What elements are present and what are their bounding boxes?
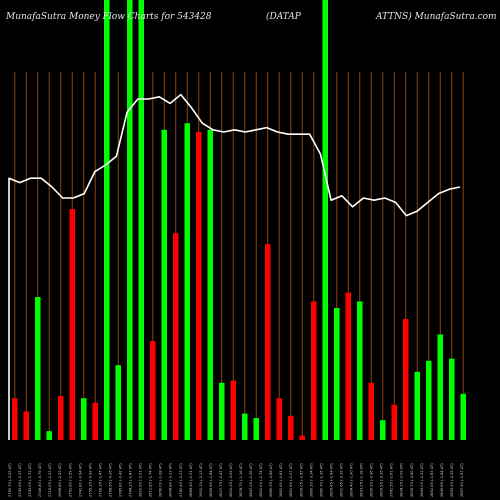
x-tick-label: 2796.35 (-1.47 AT) (98, 463, 102, 497)
outflow-bar (368, 382, 374, 440)
inflow-bar (184, 123, 190, 440)
outflow-bar (196, 132, 202, 440)
x-tick-label: 2808.80 (-0.23 AT) (169, 463, 173, 497)
inflow-bar (357, 301, 363, 440)
x-tick-label: 2860.70 (-1.35 AT) (319, 463, 323, 497)
inflow-bar (460, 393, 466, 440)
inflow-bar (46, 431, 52, 440)
outflow-bar (230, 380, 236, 440)
inflow-bar (161, 129, 167, 441)
x-tick-label: 2835.70 (-3.80 AT) (410, 463, 414, 497)
inflow-bar (380, 420, 386, 440)
x-tick-label: 2696.80 (-2.29 AT) (58, 463, 62, 497)
x-tick-label: 2853.50 (-2.35 AT) (450, 463, 454, 497)
inflow-bar (219, 382, 225, 440)
x-tick-label: 2801.25 (-3.09 AT) (229, 463, 233, 497)
x-tick-label: 2829.45 (-1.64 AT) (329, 463, 333, 497)
x-tick-label: 2876.70 (-1.16 AT) (239, 463, 243, 497)
x-tick-label: 2750.70 (-3.05 AT) (8, 463, 12, 497)
chart-title-middle: (DATAP (266, 12, 301, 22)
x-tick-label: 2901.25 (-2.13 AT) (199, 463, 203, 497)
x-tick-label: 2833.25 (-1.18 AT) (360, 463, 364, 497)
x-tick-label: 2830.90 (-2.96 AT) (370, 463, 374, 497)
x-tick-label: 2812.85 (-1.74 AT) (149, 463, 153, 497)
outflow-bar (288, 415, 294, 440)
outflow-bar (391, 404, 397, 440)
inflow-bar (414, 371, 420, 440)
inflow-bar (253, 418, 259, 440)
x-tick-label: 2860.30 (-3.34 AT) (309, 463, 313, 497)
x-tick-label: 2852.55 (-1.63 AT) (430, 463, 434, 497)
x-tick-label: 2782.40 (-1.23 AT) (179, 463, 183, 497)
x-tick-label: 2743.05 (-1.72 AT) (28, 463, 32, 497)
inflow-bar (322, 0, 328, 440)
x-axis-labels: 2750.70 (-3.05 AT) 2740.65 (-0.37 AT) 2743… (8, 463, 464, 497)
outflow-bar (12, 398, 18, 440)
inflow-bar (242, 413, 248, 440)
x-tick-label: 2829.95 (-2.35 AT) (380, 463, 384, 497)
x-tick-label: 2751.60 (-1.59 AT) (68, 463, 72, 497)
inflow-bar (115, 365, 121, 440)
x-tick-label: 2843.00 (-1.22 AT) (420, 463, 424, 497)
x-tick-label: 2785.80 (-2.42 AT) (119, 463, 123, 497)
x-tick-label: 2860.95 (-2.68 AT) (269, 463, 273, 497)
inflow-bar (207, 129, 213, 441)
x-tick-label: 2849.85 (-1.84 AT) (440, 463, 444, 497)
inflow-bar (104, 0, 110, 440)
inflow-bar (81, 398, 87, 440)
money-flow-bars (12, 0, 466, 441)
chart-title-right: ATTNS) MunafaSutra.com (376, 12, 497, 22)
x-tick-label: 2801.00 (-1.74 AT) (259, 463, 263, 497)
x-tick-label: 2740.65 (-0.37 AT) (18, 463, 22, 497)
x-tick-label: 2835.05 (-2.57 AT) (299, 463, 303, 497)
x-tick-label: 2749.40 (-0.79 AT) (38, 463, 42, 497)
x-tick-label: 2741.80 (-0.94 AT) (78, 463, 82, 497)
vertical-gridlines (14, 72, 464, 440)
x-tick-label: 2804.40 (-1.90 AT) (350, 463, 354, 497)
outflow-bar (311, 301, 317, 440)
x-tick-label: 2781.55 (-2.61 AT) (390, 463, 394, 497)
outflow-bar (173, 233, 179, 440)
x-tick-label: 2831.65 (-2.32 AT) (340, 463, 344, 497)
outflow-bar (403, 319, 409, 440)
inflow-bar (426, 360, 432, 440)
price-line (8, 93, 461, 440)
x-tick-label: 2850.00 (-1.08 AT) (159, 463, 163, 497)
chart-title-left: MunafaSutra Money Flow Charts for 543428 (6, 12, 212, 22)
inflow-bar (449, 358, 455, 440)
outflow-bar (69, 209, 75, 440)
inflow-bar (334, 308, 340, 440)
x-tick-label: 2820.60 (-2.01 AT) (139, 463, 143, 497)
x-tick-label: 2834.15 (-2.09 AT) (400, 463, 404, 497)
x-tick-label: 2855.55 (-1.84 AT) (209, 463, 213, 497)
x-tick-label: 2862.60 (-0.61 AT) (279, 463, 283, 497)
outflow-bar (276, 398, 282, 440)
inflow-bar (138, 0, 144, 440)
inflow-bar (35, 297, 41, 440)
outflow-bar (299, 435, 305, 440)
x-tick-label: 2784.25 (-1.87 AT) (129, 463, 133, 497)
x-tick-label: 2798.55 (-0.26 AT) (108, 463, 112, 497)
outflow-bar (58, 396, 64, 440)
x-tick-label: 2851.60 (-1.07 AT) (289, 463, 293, 497)
x-tick-label: 2715.05 (-1.23 AT) (48, 463, 52, 497)
x-tick-label: 2885.90 (-1.31 AT) (189, 463, 193, 497)
inflow-bar (127, 0, 133, 440)
outflow-bar (345, 292, 351, 440)
inflow-bar (437, 334, 443, 440)
outflow-bar (23, 411, 29, 440)
outflow-bar (92, 402, 98, 440)
x-tick-label: 2857.50 (-1.97 AT) (460, 463, 464, 497)
x-tick-label: 2755.35 (-0.93 AT) (88, 463, 92, 497)
x-tick-label: 2847.25 (-1.26 AT) (249, 463, 253, 497)
outflow-bar (150, 341, 156, 440)
outflow-bar (265, 244, 271, 440)
x-tick-label: 2827.75 (-0.47 AT) (219, 463, 223, 497)
